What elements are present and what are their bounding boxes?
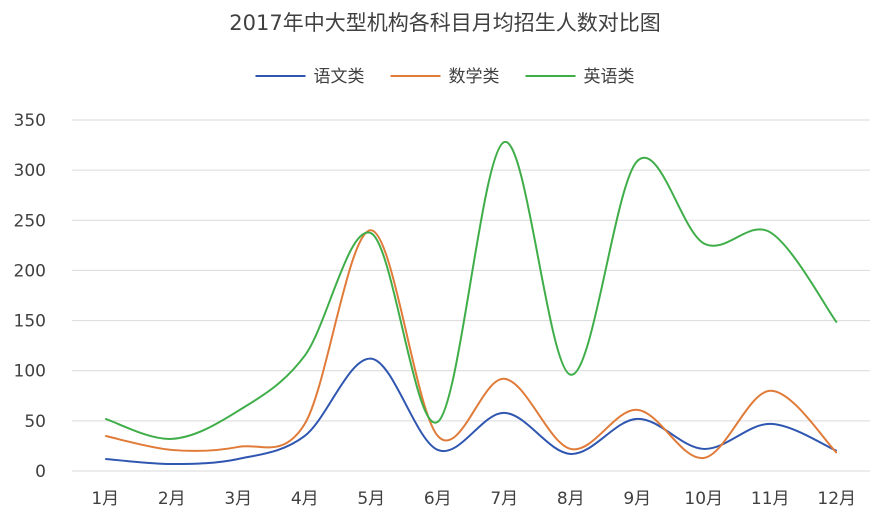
series-line-1 <box>105 229 838 459</box>
series-line-0 <box>105 357 838 465</box>
x-tick-label: 3月 <box>224 489 252 509</box>
series-line-2 <box>104 141 838 440</box>
x-tick-label: 2月 <box>158 489 186 509</box>
y-tick-label: 250 <box>14 211 46 231</box>
x-axis: 1月 2月 3月 4月 5月 6月 7月 8月 9月 10月 11月 12月 <box>91 489 856 509</box>
legend-label: 英语类 <box>584 67 635 87</box>
legend-label: 语文类 <box>314 67 365 87</box>
x-tick-label: 4月 <box>291 489 319 509</box>
y-tick-label: 100 <box>14 362 46 382</box>
y-tick-label: 200 <box>14 261 46 281</box>
x-tick-label: 7月 <box>490 489 518 509</box>
y-tick-label: 300 <box>14 161 46 181</box>
y-tick-label: 350 <box>14 111 46 131</box>
series-group <box>104 141 838 465</box>
x-tick-label: 11月 <box>751 489 790 509</box>
x-tick-label: 9月 <box>623 489 651 509</box>
x-tick-label: 6月 <box>424 489 452 509</box>
y-tick-label: 0 <box>35 462 46 482</box>
x-tick-label: 10月 <box>684 489 723 509</box>
x-tick-label: 12月 <box>817 489 856 509</box>
x-tick-label: 5月 <box>357 489 385 509</box>
y-tick-label: 150 <box>14 312 46 332</box>
x-tick-label: 1月 <box>91 489 119 509</box>
chart-title: 2017年中大型机构各科目月均招生人数对比图 <box>229 11 660 35</box>
y-tick-label: 50 <box>24 412 46 432</box>
gridlines <box>72 119 870 472</box>
y-axis: 0 50 100 150 200 250 300 350 <box>14 111 46 482</box>
x-tick-label: 8月 <box>557 489 585 509</box>
legend-label: 数学类 <box>449 67 500 87</box>
legend: 语文类 数学类 英语类 <box>255 67 635 87</box>
